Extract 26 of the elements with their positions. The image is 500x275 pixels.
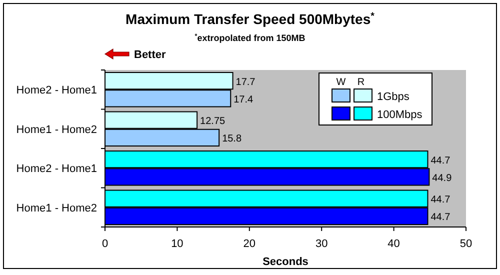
- data-label: 17.4: [234, 94, 254, 106]
- chart-subtitle: $^{*}$extropolated from 150MB: [194, 32, 306, 43]
- x-tick-label: 0: [102, 238, 108, 250]
- y-tick-label: Home1 - Home2: [16, 124, 97, 136]
- legend-label: 100Mbps: [377, 109, 423, 121]
- annotation: W: [336, 77, 346, 88]
- data-label: 44.9: [432, 172, 452, 184]
- data-label: 44.7: [430, 212, 451, 224]
- chart-title: Maximum Transfer Speed 500Mbytes$^{*}$: [126, 10, 375, 27]
- x-tick-label: 30: [315, 238, 328, 250]
- text: Better: [134, 49, 167, 61]
- data-label: 44.7: [430, 155, 451, 166]
- legend-label: 1Gbps: [377, 91, 410, 103]
- x-axis-title: Seconds: [262, 256, 308, 268]
- data-label: 12.75: [200, 116, 226, 128]
- data-label: 44.7: [430, 194, 451, 206]
- data-label: 17.7: [236, 76, 256, 88]
- x-tick-label: 50: [460, 238, 472, 250]
- data-label: 15.8: [222, 134, 242, 145]
- y-tick-label: Home2 - Home1: [16, 163, 97, 176]
- x-tick-label: 40: [388, 238, 400, 250]
- y-tick-label: Home1 - Home2: [16, 202, 97, 214]
- x-tick-label: 20: [243, 238, 256, 250]
- annotation: R: [357, 77, 365, 88]
- x-tick-label: 10: [171, 238, 184, 250]
- y-tick-label: Home2 - Home1: [16, 84, 97, 97]
